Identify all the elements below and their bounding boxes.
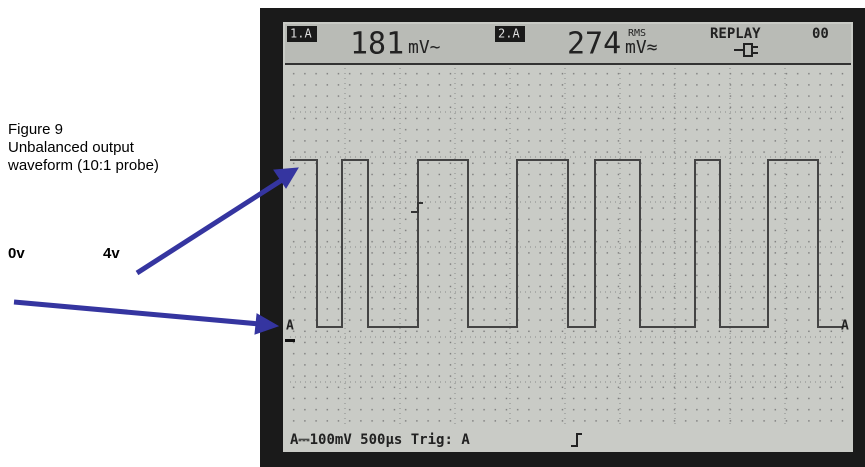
- trigger-edge-icon: [571, 433, 582, 447]
- figure-label: Figure 9: [8, 121, 63, 138]
- channel-label: 1.A: [290, 27, 312, 41]
- ground-level-marker: [285, 339, 295, 342]
- mode-number: 00: [812, 26, 829, 42]
- reading-value: 274: [567, 27, 621, 62]
- channel-label: 2.A: [498, 27, 520, 41]
- caption-line: Unbalanced output: [8, 139, 135, 156]
- caption-line: waveform (10:1 probe): [7, 157, 159, 174]
- header-bar: [285, 24, 851, 64]
- reading-unit: mV≈: [625, 37, 658, 58]
- grid-lines: [290, 68, 845, 428]
- status-line: A⎓100mV 500µs Trig: A: [290, 432, 470, 448]
- rms-label: RMS: [628, 28, 646, 39]
- ground-marker: A: [841, 319, 849, 334]
- mode-label: REPLAY: [710, 26, 761, 42]
- ground-marker: A: [286, 319, 294, 334]
- annotation-four: 4v: [103, 245, 120, 262]
- waveform: [290, 159, 842, 328]
- replay-icon: [734, 43, 758, 57]
- reading-value: 181: [350, 27, 404, 62]
- annotation-zero: 0v: [8, 245, 25, 262]
- trigger-marker: [411, 202, 423, 213]
- arrows: [13, 167, 299, 335]
- reading-unit: mV~: [408, 37, 441, 58]
